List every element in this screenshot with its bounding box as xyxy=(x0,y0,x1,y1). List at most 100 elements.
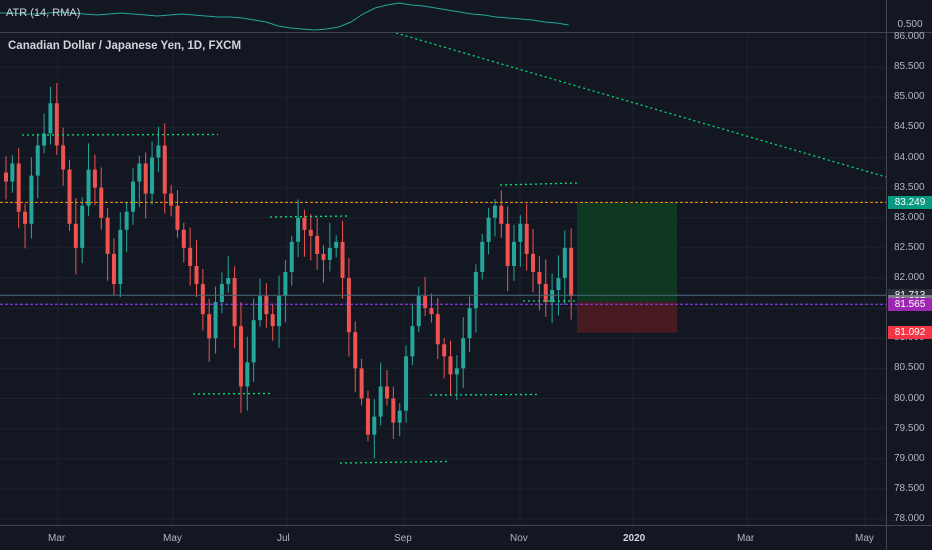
candle-body xyxy=(54,103,59,146)
candle-body xyxy=(131,181,135,212)
price-axis-tick: 83.500 xyxy=(894,181,925,193)
candle-body xyxy=(4,172,8,182)
trend-line xyxy=(395,32,887,178)
candle-body xyxy=(423,296,428,309)
candle-body xyxy=(480,241,485,272)
candle-body xyxy=(435,314,440,345)
drawn-level-line xyxy=(339,460,448,464)
candle-body xyxy=(16,163,21,212)
candle-body xyxy=(359,368,364,399)
candle-body xyxy=(156,145,161,158)
candle-body xyxy=(10,163,15,182)
drawn-level-line xyxy=(192,392,271,395)
time-axis-tick: May xyxy=(855,533,874,544)
chart-title: Canadian Dollar / Japanese Yen, 1D, FXCM xyxy=(8,40,242,52)
price-chart[interactable] xyxy=(0,32,887,525)
atr-indicator-label[interactable]: ATR (14, RMA) xyxy=(6,7,81,19)
candle-body xyxy=(556,278,561,291)
price-axis-tick: 79.500 xyxy=(894,422,925,434)
long-position-profit-zone xyxy=(577,202,677,302)
time-axis-tick: 2020 xyxy=(623,533,646,544)
atr-indicator-pane[interactable]: ATR (14, RMA) xyxy=(0,0,886,32)
atr-line-plot xyxy=(0,2,569,31)
badge-stop: 81.092 xyxy=(888,326,932,340)
candle-body xyxy=(175,205,180,230)
price-axis-tick: 79.000 xyxy=(894,452,925,464)
candle-body xyxy=(327,247,332,260)
candle-body xyxy=(251,320,256,363)
candle-body xyxy=(213,302,218,339)
candle-body xyxy=(296,217,301,242)
candle-body xyxy=(73,223,78,248)
candle-body xyxy=(442,344,447,357)
drawn-level-line xyxy=(21,133,219,136)
candle-body xyxy=(270,314,275,327)
candle-body xyxy=(48,103,53,134)
time-axis-tick: Sep xyxy=(394,533,412,544)
candle-body xyxy=(448,356,453,375)
candle-body xyxy=(397,410,402,423)
price-axis-tick: 83.000 xyxy=(894,211,925,223)
badge-target: 83.249 xyxy=(888,196,932,210)
drawn-level-line xyxy=(499,182,578,186)
candle-body xyxy=(86,169,91,206)
candle-body xyxy=(111,253,116,285)
price-axis-tick: 80.000 xyxy=(894,392,925,404)
atr-value-label: 0.500 xyxy=(897,19,923,30)
price-axis-tick: 86.000 xyxy=(894,31,925,42)
candle-body xyxy=(492,205,497,218)
candle-body xyxy=(499,205,504,224)
candle-body xyxy=(518,223,523,242)
candle-body xyxy=(124,211,129,230)
time-axis-tick: Mar xyxy=(48,533,66,544)
candle-body xyxy=(105,217,110,254)
price-axis-tick: 78.500 xyxy=(894,482,925,494)
candle-body xyxy=(118,229,123,285)
candle-body xyxy=(23,211,28,224)
candle-body xyxy=(245,362,250,387)
candle-body xyxy=(524,223,529,254)
candle-body xyxy=(283,271,288,297)
candle-body xyxy=(277,296,282,327)
candle-body xyxy=(61,145,66,170)
price-axis-tick: 82.000 xyxy=(894,272,925,283)
candle-body xyxy=(226,278,231,285)
candle-body xyxy=(372,416,377,435)
candle-body xyxy=(264,296,269,315)
candle-body xyxy=(353,332,358,369)
candle-body xyxy=(416,296,421,327)
candle-body xyxy=(537,271,542,285)
candle-body xyxy=(92,169,97,188)
candle-body xyxy=(569,247,574,297)
price-axis-tick: 85.500 xyxy=(894,61,925,73)
candle-body xyxy=(207,314,212,339)
candle-body xyxy=(473,271,478,309)
candle-body xyxy=(404,356,409,411)
candle-body xyxy=(391,398,396,423)
candle-body xyxy=(150,157,155,194)
candle-body xyxy=(289,241,294,272)
candle-body xyxy=(162,145,167,194)
candle-body xyxy=(238,326,243,387)
candle-body xyxy=(137,163,142,182)
candle-body xyxy=(200,284,205,315)
candle-body xyxy=(258,296,262,321)
candle-body xyxy=(467,308,472,339)
main-chart-pane[interactable] xyxy=(0,32,887,525)
candle-body xyxy=(346,278,351,333)
candle-body xyxy=(29,175,34,224)
candle-body xyxy=(315,235,320,254)
candle-body xyxy=(505,223,510,266)
candle-body xyxy=(302,217,307,230)
time-axis-tick: Jul xyxy=(277,533,290,544)
candle-body xyxy=(385,386,389,399)
price-axis-tick: 80.500 xyxy=(894,362,925,374)
time-axis-tick: Mar xyxy=(737,533,755,544)
time-axis-separator xyxy=(0,525,932,526)
candle-body xyxy=(35,145,40,176)
candle-body xyxy=(486,217,491,242)
time-axis-tick: Nov xyxy=(510,533,528,544)
candle-body xyxy=(308,229,313,236)
pane-separator[interactable] xyxy=(0,32,932,33)
candle-body xyxy=(461,338,466,369)
